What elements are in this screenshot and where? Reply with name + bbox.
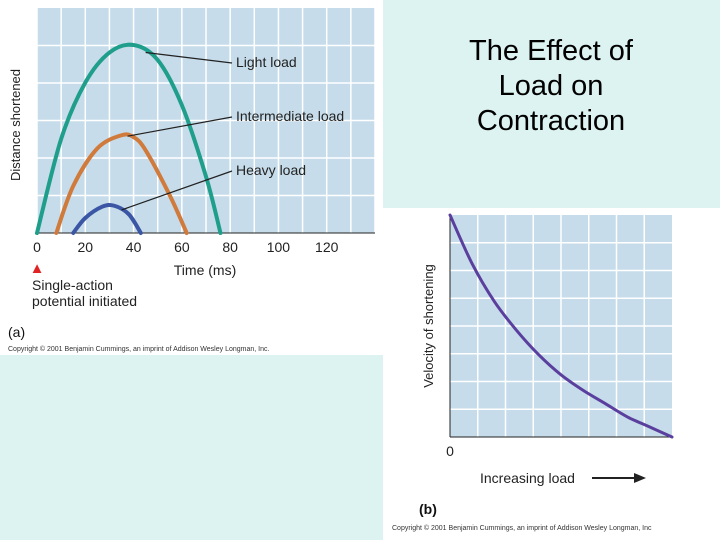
chart-b: 0 Increasing load Velocity of shortening bbox=[421, 213, 674, 486]
stimulus-note-line: Single-action bbox=[32, 277, 113, 293]
y-axis-label-b: Velocity of shortening bbox=[421, 264, 436, 388]
panel-a-copyright: Copyright © 2001 Benjamin Cummings, an i… bbox=[8, 345, 269, 353]
x-tick-label: 60 bbox=[174, 239, 190, 255]
stimulus-note-line: potential initiated bbox=[32, 293, 137, 309]
leader-line bbox=[127, 116, 233, 137]
chart-a: 0 20 40 60 80 100 120 Time (ms) Distance shorten… bbox=[8, 8, 376, 278]
x-tick-label: 40 bbox=[126, 239, 142, 255]
x-axis-label-a: Time (ms) bbox=[174, 262, 236, 278]
title-line: Load on bbox=[498, 70, 604, 102]
x-tick-label: 120 bbox=[315, 239, 339, 255]
y-axis-label-a: Distance shortened bbox=[8, 69, 23, 181]
series-label: Heavy load bbox=[236, 162, 306, 178]
x-tick-label: 0 bbox=[446, 443, 454, 459]
x-tick-label: 0 bbox=[33, 239, 41, 255]
title-line: The Effect of bbox=[469, 35, 633, 67]
slide-title: The Effect of Load on Contraction bbox=[420, 34, 682, 139]
series-label: Intermediate load bbox=[236, 108, 344, 124]
arrow-right-icon bbox=[634, 473, 646, 483]
series-line bbox=[448, 213, 674, 439]
series-line bbox=[54, 132, 189, 235]
x-tick-label: 20 bbox=[77, 239, 93, 255]
x-axis-label-b: Increasing load bbox=[480, 470, 575, 486]
leader-line bbox=[121, 170, 233, 211]
panel-b-copyright: Copyright © 2001 Benjamin Cummings, an i… bbox=[392, 524, 652, 532]
series-line bbox=[35, 42, 223, 235]
title-line: Contraction bbox=[476, 105, 626, 137]
x-tick-label: 80 bbox=[222, 239, 238, 255]
slide-background-left bbox=[0, 355, 383, 540]
panel-a-label: (a) bbox=[8, 324, 25, 340]
leader-line bbox=[145, 51, 233, 64]
stimulus-arrow-icon: ▲ bbox=[30, 260, 45, 277]
slide-background-right bbox=[383, 0, 720, 208]
x-tick-label: 100 bbox=[267, 239, 291, 255]
series-line bbox=[71, 202, 143, 235]
panel-b-label: (b) bbox=[419, 501, 437, 517]
series-label: Light load bbox=[236, 54, 297, 70]
